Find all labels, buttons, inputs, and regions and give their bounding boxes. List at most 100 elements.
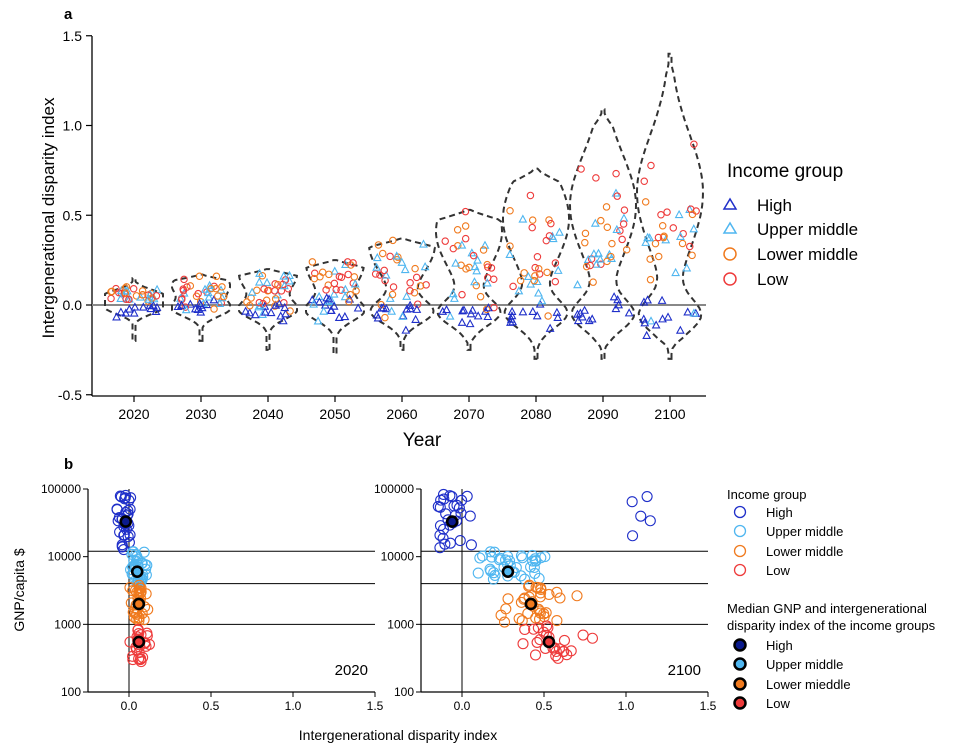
point-low bbox=[547, 219, 555, 228]
b-point-upper-middle bbox=[484, 546, 496, 558]
point-low bbox=[487, 264, 496, 272]
b-y-tick-label: 100 bbox=[61, 685, 81, 699]
point-high bbox=[624, 308, 634, 317]
point-lower-middle bbox=[545, 216, 553, 224]
legend-b-upper-middle-icon bbox=[733, 524, 747, 538]
b-point-high bbox=[122, 531, 134, 543]
point-low bbox=[380, 266, 389, 275]
b-point-upper-middle bbox=[126, 548, 138, 560]
point-low bbox=[406, 287, 414, 295]
point-low bbox=[349, 259, 357, 267]
b-point-high bbox=[437, 488, 450, 501]
point-low bbox=[597, 260, 605, 268]
b-y-tick-label: 100000 bbox=[41, 482, 81, 496]
point-upper-middle bbox=[400, 264, 410, 274]
b-point-high bbox=[465, 539, 477, 551]
point-upper-middle bbox=[258, 309, 267, 318]
point-upper-middle bbox=[122, 286, 132, 295]
b-point-upper-middle bbox=[527, 555, 539, 567]
point-high bbox=[112, 312, 121, 321]
b-point-high bbox=[456, 494, 468, 506]
b-point-lower-middle bbox=[498, 616, 511, 628]
point-upper-middle bbox=[204, 292, 214, 301]
legend-a-high-icon bbox=[722, 197, 738, 210]
point-lower-middle bbox=[186, 282, 195, 290]
point-lower-middle bbox=[654, 252, 663, 261]
b-point-low bbox=[550, 645, 562, 658]
b-point-lower-middle bbox=[554, 592, 566, 604]
b-point-low bbox=[132, 624, 144, 636]
point-lower-middle bbox=[352, 287, 360, 295]
point-upper-middle bbox=[313, 316, 323, 325]
b-point-upper-middle bbox=[472, 567, 484, 579]
legend-b-markers bbox=[733, 505, 747, 577]
point-lower-middle bbox=[603, 223, 612, 231]
point-high bbox=[271, 300, 281, 309]
b-point-lower-middle bbox=[523, 579, 535, 591]
point-upper-middle bbox=[247, 287, 257, 296]
point-lower-middle bbox=[253, 286, 261, 294]
b-point-high bbox=[437, 523, 450, 535]
b-x-tick-label: 0.0 bbox=[454, 699, 471, 713]
median-marker-upper-middle bbox=[130, 565, 144, 578]
violin-2020 bbox=[104, 277, 164, 342]
point-low bbox=[412, 273, 421, 282]
point-lower-middle bbox=[454, 241, 462, 250]
point-high bbox=[457, 317, 467, 326]
point-upper-middle bbox=[340, 292, 350, 301]
point-lower-middle bbox=[607, 252, 615, 261]
point-upper-middle bbox=[116, 293, 126, 302]
point-low bbox=[619, 220, 628, 228]
point-lower-middle bbox=[195, 272, 204, 281]
point-low bbox=[647, 161, 655, 170]
panel-a-xlabel: Year bbox=[403, 430, 442, 450]
b-point-high bbox=[434, 529, 446, 541]
point-high bbox=[642, 330, 652, 339]
point-high bbox=[587, 314, 597, 323]
point-high bbox=[130, 302, 140, 311]
point-upper-middle bbox=[534, 288, 543, 297]
point-low bbox=[551, 277, 560, 286]
point-lower-middle bbox=[316, 272, 324, 281]
panel-b-ylabel: GNP/capita $ bbox=[11, 548, 27, 631]
b-point-high bbox=[124, 529, 136, 541]
point-upper-middle bbox=[612, 224, 622, 234]
point-lower-middle bbox=[479, 246, 488, 254]
point-low bbox=[183, 283, 191, 291]
b-point-upper-middle bbox=[127, 546, 139, 558]
b-point-low bbox=[532, 622, 544, 634]
median-legend-title-line2: disparity index of the income groups bbox=[727, 618, 936, 633]
point-high bbox=[663, 312, 673, 321]
x-tick-label: 2050 bbox=[319, 406, 350, 422]
point-high bbox=[483, 303, 493, 312]
point-low bbox=[194, 289, 202, 298]
point-lower-middle bbox=[506, 207, 514, 215]
point-low bbox=[533, 253, 542, 261]
point-upper-middle bbox=[689, 308, 699, 317]
point-high bbox=[329, 301, 339, 310]
point-low bbox=[616, 227, 624, 235]
b-point-high bbox=[448, 500, 460, 512]
point-upper-middle bbox=[671, 267, 681, 277]
violin-2060 bbox=[368, 237, 436, 351]
b-point-lower-middle bbox=[535, 587, 547, 599]
b-point-low bbox=[561, 649, 573, 661]
b-point-high bbox=[461, 490, 473, 502]
point-high bbox=[473, 311, 483, 320]
b-point-lower-middle bbox=[138, 614, 150, 626]
point-low bbox=[528, 223, 536, 232]
point-high bbox=[185, 299, 195, 308]
point-upper-middle bbox=[124, 294, 134, 303]
point-high bbox=[609, 292, 619, 301]
point-upper-middle bbox=[505, 249, 515, 258]
point-high bbox=[353, 303, 363, 312]
point-lower-middle bbox=[374, 241, 383, 249]
point-upper-middle bbox=[594, 248, 603, 257]
b-point-lower-middle bbox=[502, 593, 514, 605]
legend-a-upper-middle-icon bbox=[722, 221, 738, 234]
point-lower-middle bbox=[641, 198, 650, 206]
point-upper-middle bbox=[402, 291, 412, 300]
legend-b-title: Income group bbox=[727, 487, 807, 502]
point-high bbox=[334, 312, 344, 321]
point-high bbox=[483, 311, 493, 321]
